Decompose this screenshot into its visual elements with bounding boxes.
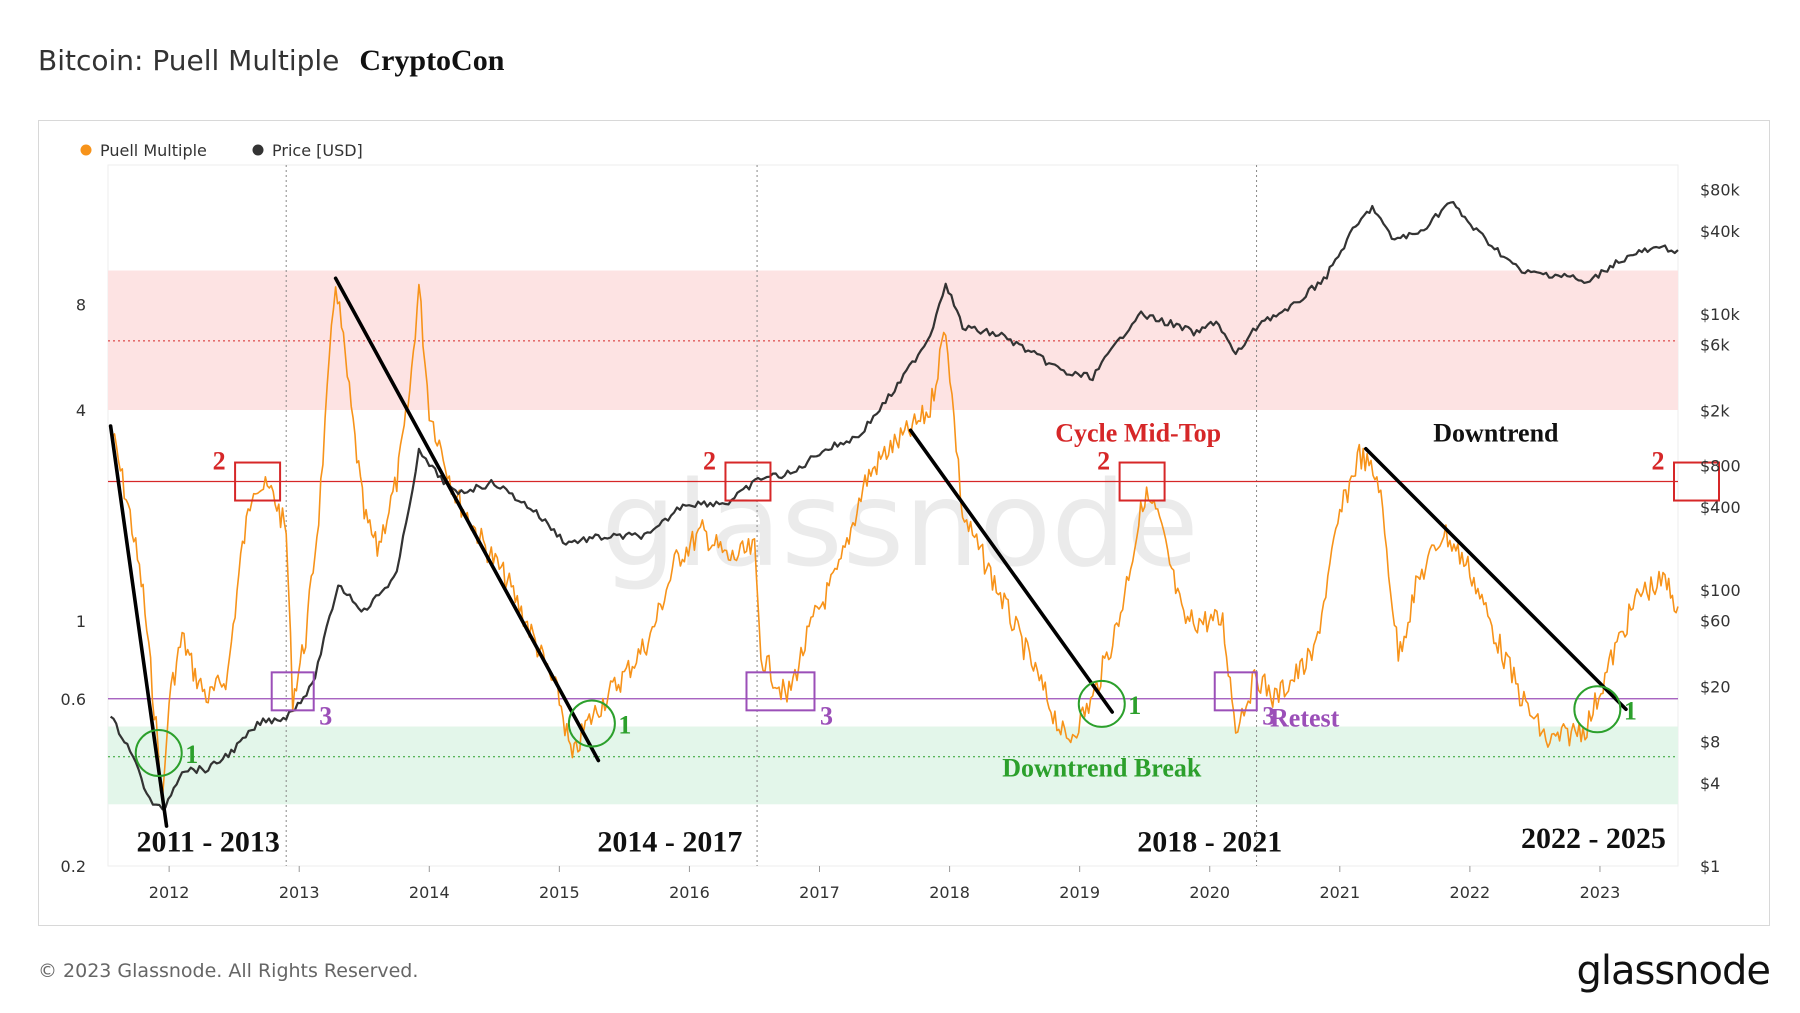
chart-annotation: 2011 - 2013 (136, 825, 279, 858)
right-axis-tick: $1 (1700, 857, 1720, 876)
marker-label: 2 (703, 447, 716, 476)
marker-label: 2 (1652, 447, 1665, 476)
x-axis-tick: 2014 (409, 883, 450, 902)
x-axis-tick: 2017 (799, 883, 840, 902)
marker-label: 3 (1262, 701, 1275, 730)
plot-area (107, 164, 1679, 867)
copyright-footer: © 2023 Glassnode. All Rights Reserved. (38, 960, 419, 982)
mid-top-box (724, 461, 772, 502)
right-axis-tick: $4 (1700, 774, 1720, 793)
x-axis-tick: 2021 (1319, 883, 1360, 902)
cycle-bottom-circle (134, 729, 183, 778)
right-axis-tick: $8 (1700, 732, 1720, 751)
glassnode-watermark: glassnode (601, 455, 1198, 593)
x-axis-tick: 2018 (929, 883, 970, 902)
marker-label: 3 (319, 701, 332, 730)
marker-label: 1 (1624, 696, 1637, 725)
price-line (109, 201, 1679, 811)
retest-box (270, 671, 315, 712)
left-axis-tick: 4 (76, 401, 86, 420)
retest-box (1213, 671, 1258, 712)
left-axis-tick: 0.6 (61, 690, 86, 709)
chart-annotation: Retest (1270, 704, 1340, 733)
right-axis-tick: $40k (1700, 222, 1741, 241)
chart-title: Bitcoin: Puell Multiple (38, 44, 340, 77)
right-axis-tick: $800 (1700, 456, 1741, 475)
x-axis-tick: 2019 (1059, 883, 1100, 902)
x-axis-tick: 2016 (669, 883, 710, 902)
retest-box (745, 671, 816, 712)
bottom-zone-band (108, 726, 1678, 805)
right-axis-tick: $6k (1700, 336, 1730, 355)
cycle-bottom-circle (567, 699, 616, 748)
right-axis-tick: $400 (1700, 498, 1741, 517)
right-axis-tick: $60 (1700, 612, 1731, 631)
right-axis-tick: $80k (1700, 180, 1741, 199)
left-axis-tick: 1 (76, 612, 86, 631)
downtrend-line (108, 424, 169, 828)
legend-label: Price [USD] (272, 141, 363, 160)
right-axis-tick: $2k (1700, 401, 1730, 420)
x-axis-tick: 2013 (279, 883, 320, 902)
marker-label: 1 (1128, 691, 1141, 720)
mid-top-box (1118, 461, 1166, 502)
cycle-bottom-circle (1573, 685, 1622, 734)
mid-top-box (234, 461, 282, 502)
chart-annotation: Downtrend (1433, 419, 1559, 448)
legend-label: Puell Multiple (100, 141, 207, 160)
right-axis-tick: $100 (1700, 581, 1741, 600)
right-axis-tick: $10k (1700, 305, 1741, 324)
chart-author: CryptoCon (359, 44, 505, 77)
cycle-bottom-circle (1077, 679, 1126, 728)
right-axis-tick: $20 (1700, 677, 1731, 696)
glassnode-logo: glassnode (1576, 948, 1771, 994)
marker-label: 2 (1097, 447, 1110, 476)
x-axis-tick: 2023 (1580, 883, 1621, 902)
x-axis-tick: 2012 (149, 883, 190, 902)
x-axis-tick: 2020 (1189, 883, 1230, 902)
marker-label: 2 (213, 447, 226, 476)
chart-annotation: 2022 - 2025 (1521, 822, 1666, 855)
left-axis-tick: 8 (76, 295, 86, 314)
legend-swatch (252, 144, 264, 156)
chart-annotation: 2018 - 2021 (1137, 825, 1282, 858)
downtrend-line (908, 428, 1114, 714)
legend-swatch (80, 144, 92, 156)
chart-frame (38, 120, 1770, 926)
mid-top-box (1673, 461, 1720, 502)
x-axis-tick: 2015 (539, 883, 580, 902)
downtrend-line (1364, 446, 1628, 712)
title-row: Bitcoin: Puell Multiple CryptoCon (38, 44, 504, 78)
chart-annotation: Cycle Mid-Top (1055, 419, 1221, 448)
downtrend-line (333, 276, 601, 763)
left-axis-tick: 0.2 (61, 857, 86, 876)
chart-annotation: Downtrend Break (1002, 754, 1202, 783)
x-axis-tick: 2022 (1450, 883, 1491, 902)
marker-label: 1 (618, 711, 631, 740)
puell-multiple-line (109, 283, 1679, 797)
marker-label: 3 (820, 701, 833, 730)
chart-annotation: 2014 - 2017 (597, 825, 742, 858)
marker-label: 1 (185, 740, 198, 769)
